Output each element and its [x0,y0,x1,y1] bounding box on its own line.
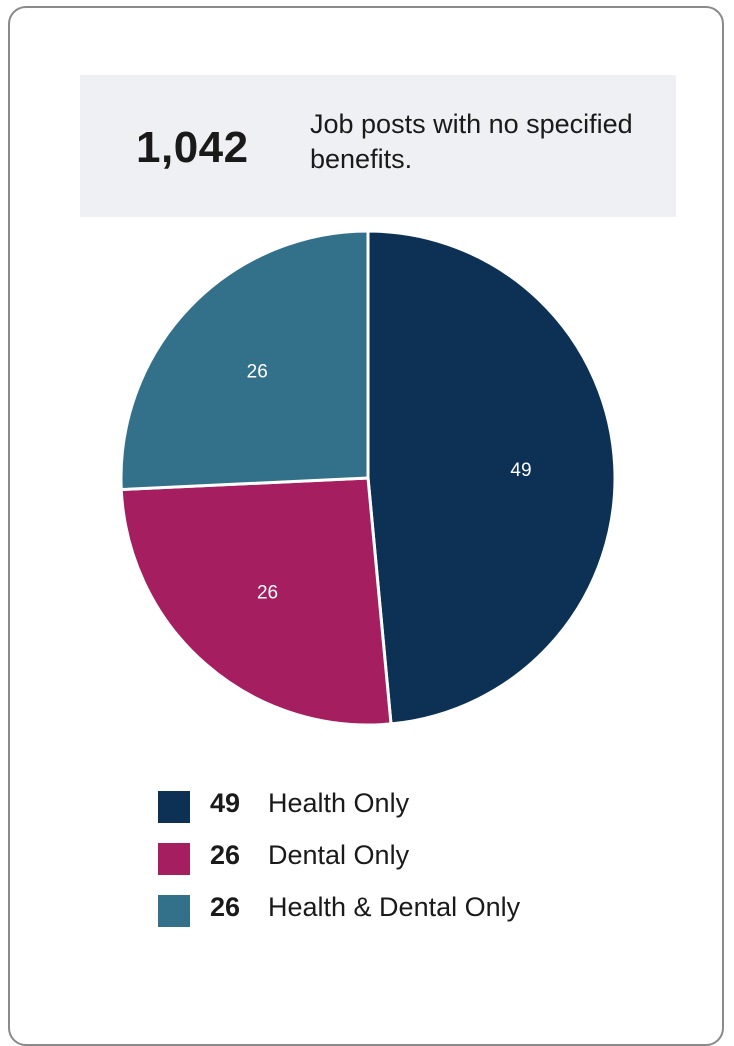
stat-description: Job posts with no specified benefits. [310,109,633,174]
pie-data-label: 26 [247,361,268,382]
stat-summary-box: 1,042 Job posts with no specified benefi… [80,75,676,217]
legend-swatch [158,791,190,823]
legend-label: Health & Dental Only [268,892,521,922]
legend-swatch [158,895,190,927]
pie-data-label: 26 [257,583,278,604]
pie-slice-health-dental-only [119,229,370,492]
pie-data-label: 49 [510,460,531,481]
legend-value: 49 [210,788,241,818]
legend-value: 26 [210,892,241,922]
pie-slice-dental-only [119,476,393,727]
legend-value: 26 [210,840,241,870]
legend-label: Dental Only [268,840,410,870]
legend-label: Health Only [268,788,410,818]
stat-number: 1,042 [136,123,249,172]
pie-slice-health-only [366,229,617,726]
legend-swatch [158,843,190,875]
